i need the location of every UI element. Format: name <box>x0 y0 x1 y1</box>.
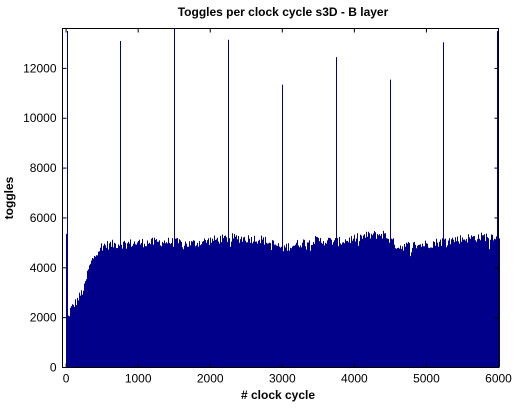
plot-frame <box>62 28 499 368</box>
x-tick-label: 1000 <box>125 372 152 386</box>
x-tick-label: 5000 <box>413 372 440 386</box>
chart-title: Toggles per clock cycle s3D - B layer <box>178 5 389 19</box>
x-axis: 0 1000 2000 3000 4000 5000 6000 <box>63 28 512 386</box>
y-tick-label: 10000 <box>23 111 57 125</box>
x-tick-label: 2000 <box>197 372 224 386</box>
y-axis-label: toggles <box>2 176 16 219</box>
y-tick-label: 6000 <box>30 211 57 225</box>
y-tick-label: 4000 <box>30 261 57 275</box>
y-axis: 0 2000 4000 6000 8000 10000 12000 <box>23 61 499 375</box>
x-tick-label: 6000 <box>485 372 512 386</box>
x-tick-label: 0 <box>63 372 70 386</box>
y-tick-label: 2000 <box>30 311 57 325</box>
x-tick-label: 4000 <box>341 372 368 386</box>
x-axis-label: # clock cycle <box>241 388 315 402</box>
y-tick-label: 8000 <box>30 161 57 175</box>
plot-area <box>66 28 500 368</box>
y-tick-label: 12000 <box>23 61 57 75</box>
x-tick-label: 3000 <box>269 372 296 386</box>
y-tick-label: 0 <box>50 361 57 375</box>
